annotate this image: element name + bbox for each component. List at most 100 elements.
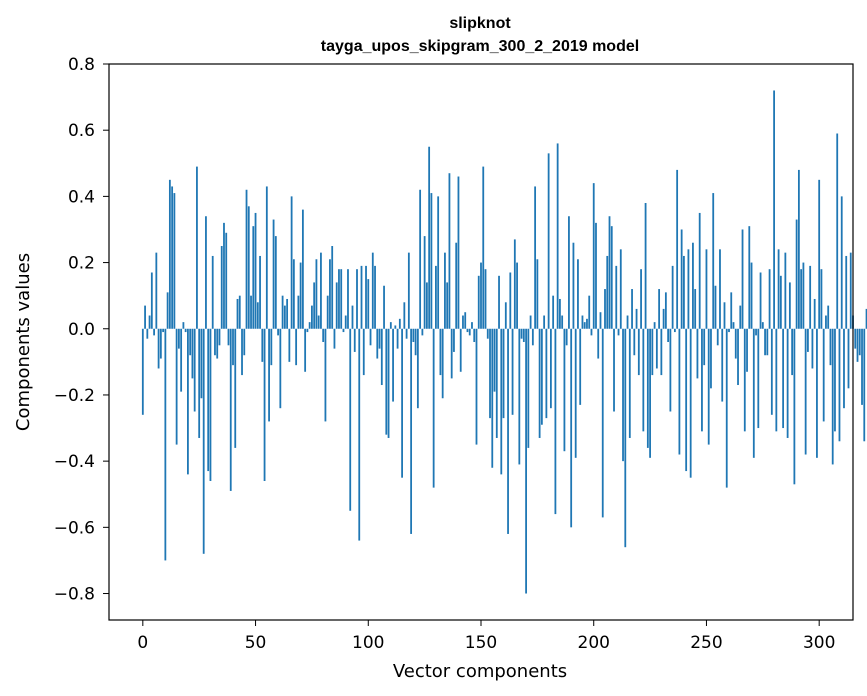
bar-component-134 <box>444 252 446 329</box>
bar-component-135 <box>446 282 449 329</box>
bar-component-115 <box>401 328 403 478</box>
bar-component-236 <box>673 328 676 333</box>
bar-component-89 <box>342 328 345 333</box>
x-tick-label: 0 <box>137 633 148 653</box>
bar-component-72 <box>304 328 307 372</box>
bar-component-14 <box>173 193 176 329</box>
bar-component-69 <box>297 295 300 329</box>
y-axis-ticks: −0.8 −0.6 −0.4 −0.2 0.0 0.2 0.4 0.6 0.8 <box>54 55 109 605</box>
bar-component-265 <box>739 305 742 329</box>
bar-component-130 <box>435 265 437 329</box>
bar-component-97 <box>360 265 363 329</box>
bar-component-150 <box>480 262 482 329</box>
bar-component-216 <box>628 328 631 438</box>
bar-component-302 <box>822 328 825 422</box>
bar-component-208 <box>610 226 613 329</box>
bar-component-50 <box>254 212 257 329</box>
plot-frame <box>108 63 854 621</box>
bar-component-131 <box>437 196 440 329</box>
bar-component-264 <box>737 328 739 386</box>
x-tick-label: 300 <box>803 633 835 653</box>
bar-component-280 <box>773 90 775 329</box>
bar-component-114 <box>398 318 401 329</box>
bar-component-148 <box>475 328 478 445</box>
bar-component-186 <box>561 315 564 329</box>
bar-component-106 <box>380 328 383 386</box>
bar-component-144 <box>466 328 469 333</box>
bar-component-45 <box>243 328 246 356</box>
bar-series <box>141 90 867 594</box>
bar-component-79 <box>320 252 322 329</box>
bar-component-273 <box>757 328 760 429</box>
bar-component-32 <box>214 328 216 356</box>
bar-component-295 <box>807 328 809 352</box>
bar-component-102 <box>371 252 374 329</box>
bar-component-271 <box>752 328 755 458</box>
x-tick-label: 100 <box>352 633 384 653</box>
bar-component-82 <box>326 295 329 329</box>
bar-component-303 <box>825 315 827 329</box>
bar-component-279 <box>770 328 773 415</box>
bar-component-276 <box>764 328 766 356</box>
bar-component-142 <box>462 315 464 329</box>
bar-component-139 <box>455 242 458 329</box>
bar-component-10 <box>164 328 167 561</box>
bar-component-11 <box>166 292 169 329</box>
bar-component-176 <box>538 328 541 438</box>
bar-component-94 <box>353 328 356 352</box>
bar-component-108 <box>385 328 388 435</box>
bar-component-254 <box>714 285 717 329</box>
bar-component-58 <box>272 219 275 329</box>
bar-component-166 <box>516 262 518 329</box>
bar-component-313 <box>847 328 850 389</box>
bar-component-260 <box>728 328 730 333</box>
bar-component-184 <box>556 143 559 329</box>
bar-component-158 <box>498 275 500 329</box>
bar-component-12 <box>168 179 171 329</box>
bar-component-292 <box>800 269 803 329</box>
bar-component-103 <box>374 265 376 329</box>
bar-component-218 <box>633 328 636 356</box>
bar-component-198 <box>588 295 591 329</box>
bar-component-169 <box>522 328 525 342</box>
bar-component-226 <box>651 328 654 376</box>
bar-component-83 <box>329 259 331 329</box>
y-tick-label: 0.2 <box>68 254 95 274</box>
bar-component-194 <box>579 328 582 405</box>
bar-component-107 <box>383 285 385 329</box>
bar-component-196 <box>583 322 586 329</box>
bar-component-147 <box>473 328 476 342</box>
bar-component-120 <box>412 328 415 342</box>
bar-component-36 <box>223 222 225 329</box>
bar-component-113 <box>396 328 399 349</box>
bar-component-92 <box>349 328 352 511</box>
bar-component-232 <box>664 292 667 329</box>
bar-component-13 <box>171 186 174 329</box>
bar-component-207 <box>608 216 611 329</box>
bar-component-128 <box>430 193 433 329</box>
bar-component-95 <box>356 269 358 329</box>
bar-component-56 <box>268 328 270 422</box>
bar-component-75 <box>311 305 313 329</box>
bar-component-297 <box>811 328 814 369</box>
bar-component-181 <box>549 328 552 409</box>
bar-component-243 <box>689 328 692 478</box>
bar-component-291 <box>797 169 800 329</box>
bar-component-52 <box>259 255 261 329</box>
bar-component-157 <box>495 328 498 438</box>
bar-component-245 <box>694 289 697 329</box>
bar-component-76 <box>313 282 316 329</box>
bar-component-51 <box>256 302 259 329</box>
bar-component-70 <box>299 262 302 329</box>
bar-component-179 <box>545 328 548 419</box>
bar-component-29 <box>207 328 210 472</box>
bar-component-320 <box>863 328 866 442</box>
bar-component-311 <box>843 328 845 409</box>
bar-component-40 <box>232 328 234 366</box>
bar-component-289 <box>793 328 796 485</box>
bar-component-100 <box>367 279 370 329</box>
bar-component-257 <box>721 328 724 402</box>
bar-component-62 <box>281 295 284 329</box>
bar-component-286 <box>786 328 789 438</box>
bar-component-261 <box>730 292 733 329</box>
